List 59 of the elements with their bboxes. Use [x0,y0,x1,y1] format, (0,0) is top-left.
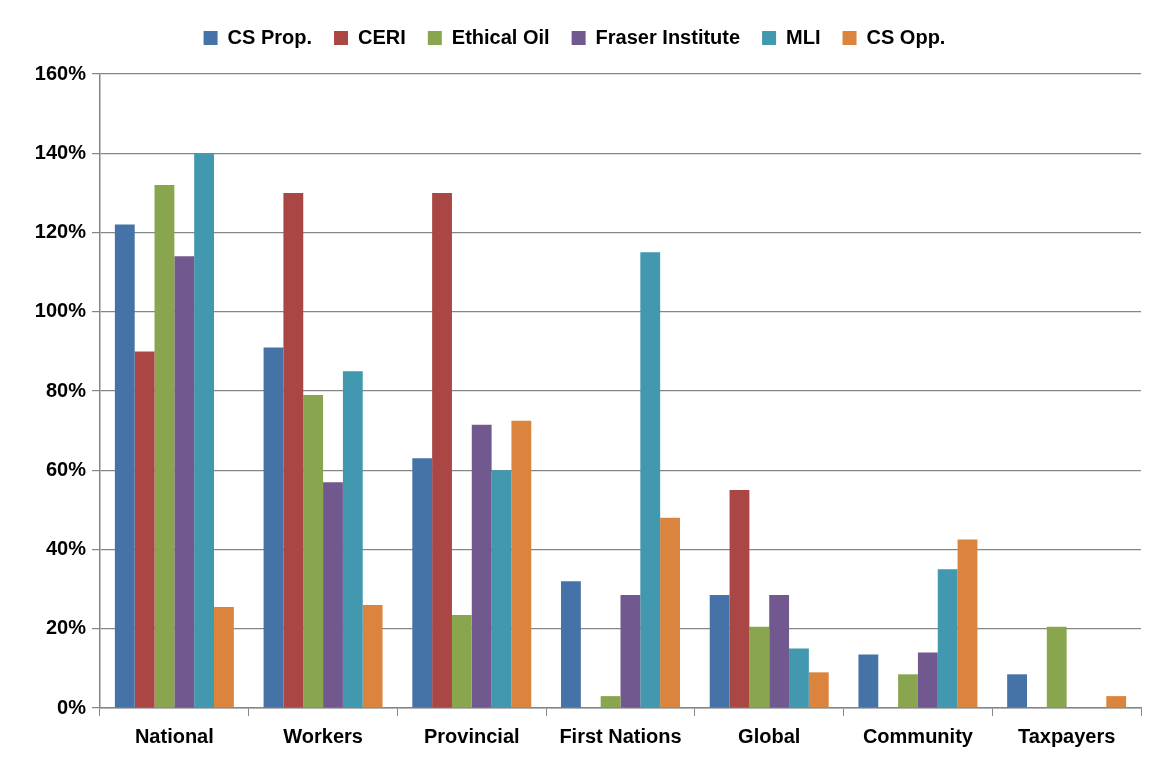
y-tick-label: 160% [34,61,87,84]
bar [917,652,938,708]
bar [412,458,433,708]
bar [898,674,918,708]
bar [1106,696,1127,708]
y-tick-label: 120% [34,220,87,243]
bar [561,581,581,708]
bar [491,470,512,708]
bar [1046,626,1067,708]
bar [957,539,978,708]
bar [511,420,532,708]
y-tick-label: 100% [34,299,87,322]
bar [283,192,304,708]
y-tick-label: 20% [45,616,87,639]
y-tick-label: 60% [45,457,87,480]
bar [362,604,383,708]
legend-label: Ethical Oil [451,25,550,48]
bar [263,347,284,708]
bar [432,192,452,708]
bar [709,595,730,708]
x-tick-label: National [134,724,214,747]
bar [620,595,641,708]
bar [640,252,661,708]
bar [134,351,155,708]
bar [342,371,363,708]
legend-label: MLI [786,25,821,48]
bar [114,224,135,708]
legend-label: CS Prop. [227,25,313,48]
bar [174,256,195,708]
bar [789,648,809,708]
x-tick-label: Provincial [423,724,520,747]
bar [323,482,343,708]
legend-label: CERI [358,25,406,48]
bar [600,696,621,708]
y-tick-label: 0% [57,695,87,718]
bar [471,424,492,708]
bar [729,490,750,708]
bar [769,595,790,708]
legend-label: CS Opp. [866,25,946,48]
x-tick-label: Taxpayers [1017,724,1116,747]
bar [749,626,770,708]
y-tick-label: 80% [45,378,87,401]
x-tick-label: First Nations [559,724,682,747]
bar [1007,674,1027,708]
bar [858,654,879,708]
y-tick-label: 40% [45,537,87,560]
bar [194,153,215,708]
x-tick-label: Community [862,724,974,747]
bar [808,672,829,708]
bar [214,606,234,708]
x-tick-label: Global [738,724,801,747]
bar [660,517,680,708]
bar [303,394,324,708]
bar [937,569,958,708]
y-tick-label: 140% [34,140,87,163]
legend-label: Fraser Institute [595,25,741,48]
bar [451,614,472,708]
bar [154,184,175,708]
x-tick-label: Workers [283,724,363,747]
